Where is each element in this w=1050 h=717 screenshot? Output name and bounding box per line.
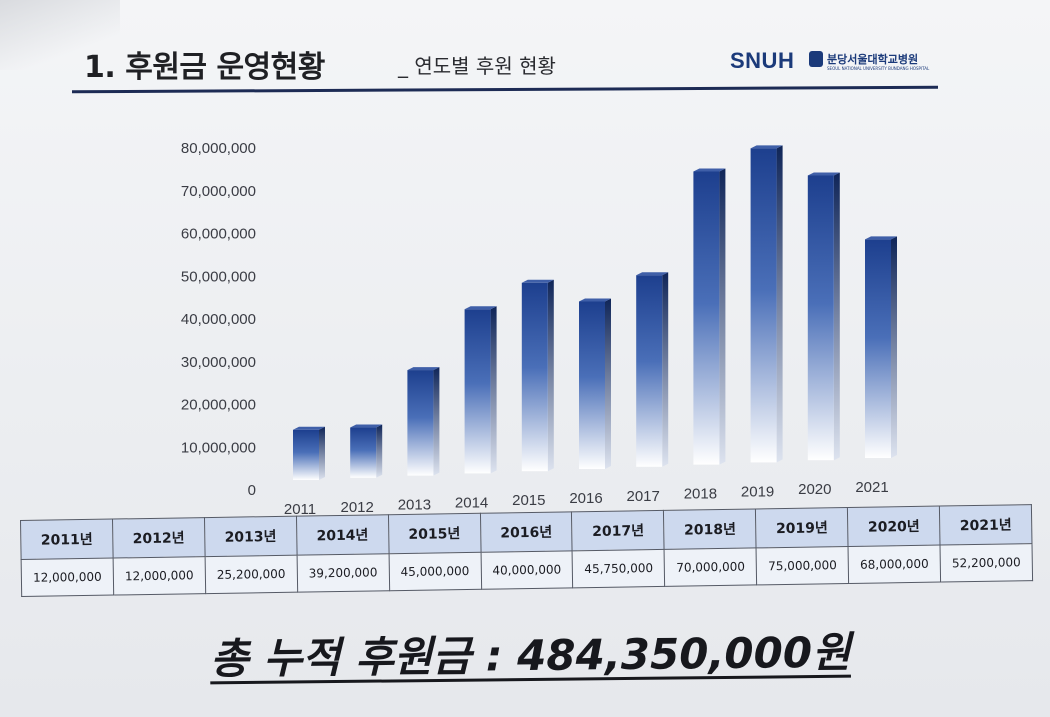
- bar-cap: [579, 298, 611, 302]
- table-header-cell: 2018년: [663, 508, 757, 550]
- bar-cap: [750, 145, 783, 149]
- bar-cap: [464, 306, 497, 310]
- paper-fold: [0, 0, 120, 70]
- logo-text: SNUH: [730, 48, 795, 73]
- x-tick-label: 2016: [569, 490, 602, 507]
- hospital-logo: SNUH 분당서울대학교병원 SEOUL NATIONAL UNIVERSITY…: [730, 48, 950, 80]
- bar-side: [433, 367, 440, 476]
- table-header-cell: 2014년: [296, 514, 389, 556]
- table-value-cell: 12,000,000: [113, 556, 206, 596]
- table-value-cell: 70,000,000: [664, 547, 757, 587]
- bar-cap: [293, 426, 325, 430]
- y-axis-ticks: 80,000,000 70,000,000 60,000,000 50,000,000…: [181, 140, 256, 499]
- bar-side: [547, 279, 554, 472]
- y-tick-label: 20,000,000: [181, 397, 256, 414]
- table-header-cell: 2015년: [388, 513, 481, 554]
- y-tick-label: 40,000,000: [181, 311, 256, 328]
- y-tick-label: 80,000,000: [181, 140, 256, 157]
- table-header-cell: 2019년: [755, 507, 849, 548]
- bar-cap: [865, 236, 897, 240]
- y-tick-label: 60,000,000: [181, 226, 256, 243]
- y-tick-label: 70,000,000: [181, 183, 256, 200]
- x-tick-label: 2018: [684, 486, 717, 503]
- table-header-cell: 2013년: [204, 516, 297, 557]
- bar-cap: [407, 367, 440, 371]
- bar-side: [490, 306, 497, 474]
- bar-side: [776, 145, 783, 463]
- bar-2016: [579, 301, 605, 469]
- logo-korean-name: 분당서울대학교병원: [827, 53, 919, 66]
- x-tick-label: 2021: [855, 479, 888, 496]
- y-tick-label: 30,000,000: [181, 354, 256, 371]
- table-header-cell: 2020년: [847, 506, 941, 547]
- y-tick-label: 0: [248, 482, 256, 499]
- bar-2020: [807, 175, 834, 461]
- table-header-cell: 2017년: [571, 510, 665, 551]
- x-tick-label: 2013: [398, 497, 431, 514]
- table-value-cell: 12,000,000: [21, 558, 114, 597]
- bar-side: [319, 426, 325, 480]
- bar-cap: [521, 279, 554, 283]
- bar-side: [662, 272, 669, 467]
- bar-cap: [636, 272, 669, 276]
- bar-side: [376, 424, 383, 478]
- total-donation-summary: 총 누적 후원금 : 484,350,000원: [209, 627, 851, 684]
- bar-side: [605, 298, 611, 469]
- yearly-donation-table: 2011년 2012년 2013년 2014년 2015년 2016년 2017년 2018년…: [20, 504, 1034, 632]
- bar-2019: [750, 148, 777, 463]
- page-subtitle: _ 연도별 후원 현황: [398, 54, 556, 78]
- table-value-cell: 39,200,000: [296, 553, 390, 593]
- bar-2012: [350, 427, 377, 478]
- y-tick-label: 10,000,000: [181, 439, 256, 456]
- x-tick-label: 2019: [741, 483, 774, 500]
- table-header-cell: 2016년: [479, 511, 573, 553]
- bar-2017: [636, 275, 663, 467]
- bar-2018: [693, 171, 720, 465]
- bar-cap: [807, 172, 840, 176]
- table-header-cell: 2011년: [20, 519, 114, 560]
- table-value-cell: 75,000,000: [756, 546, 849, 585]
- x-tick-label: 2014: [455, 494, 488, 511]
- bar-side: [833, 172, 840, 461]
- table-header-cell: 2021년: [939, 504, 1032, 546]
- bar-side: [719, 168, 726, 465]
- bar-2014: [464, 309, 491, 474]
- x-tick-label: 2012: [341, 499, 374, 516]
- table-value-cell: 52,200,000: [940, 543, 1033, 583]
- table-value-cell: 45,000,000: [388, 552, 482, 591]
- bar-2015: [521, 282, 548, 472]
- table-value-cell: 45,750,000: [572, 549, 665, 588]
- bar-cap: [693, 168, 726, 172]
- bar-2011: [293, 429, 319, 480]
- x-axis-ticks: 2011 2012 2013 2014 2015 2016 2017 2018 2019 2020…: [284, 479, 889, 518]
- x-tick-label: 2011: [284, 501, 316, 518]
- bar-2021: [865, 239, 891, 458]
- bar-cap: [350, 424, 383, 428]
- table-header-cell: 2012년: [112, 517, 205, 559]
- y-tick-label: 50,000,000: [181, 268, 256, 285]
- table-value-cell: 25,200,000: [204, 555, 298, 594]
- table-value-cell: 68,000,000: [848, 545, 941, 584]
- page-title: 1. 후원금 운영현황: [84, 50, 325, 85]
- x-tick-label: 2015: [512, 492, 545, 509]
- x-tick-label: 2017: [627, 488, 660, 505]
- logo-emblem-icon: [809, 51, 823, 67]
- bar-2013: [407, 370, 434, 476]
- logo-english-name: SEOUL NATIONAL UNIVERSITY BUNDANG HOSPIT…: [827, 66, 930, 71]
- table-value-cell: 40,000,000: [480, 550, 574, 590]
- bar-series: [293, 145, 897, 480]
- x-tick-label: 2020: [798, 481, 831, 498]
- bar-side: [891, 236, 897, 458]
